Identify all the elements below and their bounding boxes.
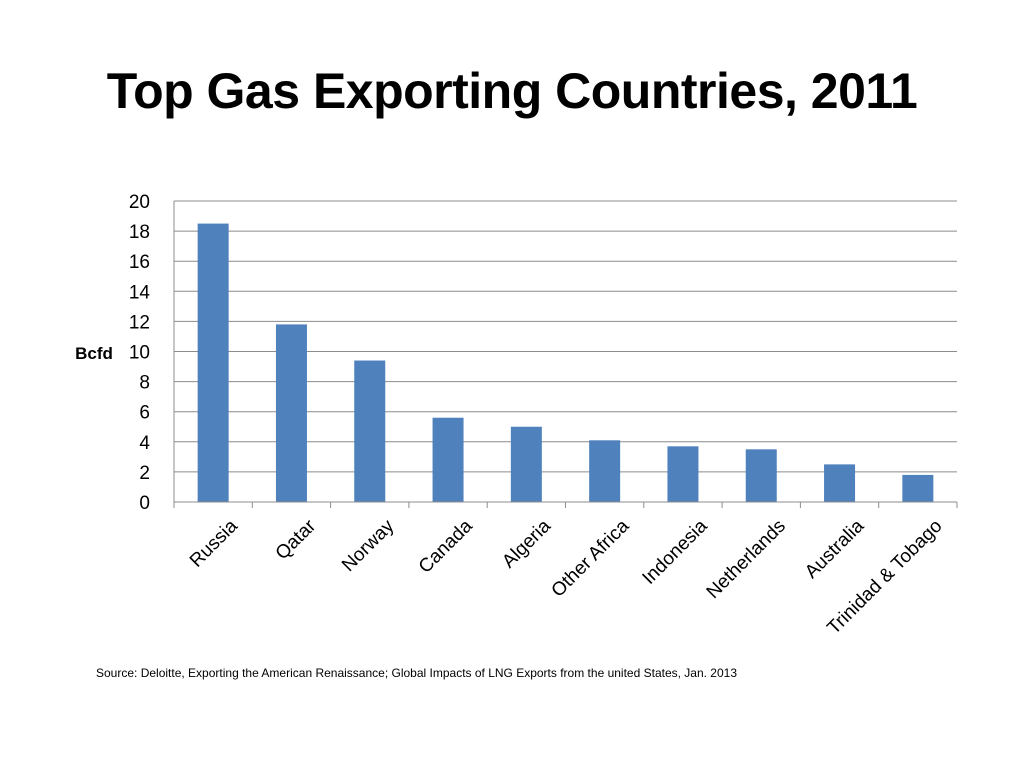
bar-chart: 0 2 4 6 8 10 12 14 16 18 20 Russia Qatar Norway Canad… bbox=[75, 192, 958, 639]
slide-title: Top Gas Exporting Countries, 2011 bbox=[106, 63, 918, 119]
y-tick-label: 10 bbox=[129, 343, 150, 364]
source-note: Source: Deloitte, Exporting the American… bbox=[96, 666, 737, 680]
bar bbox=[589, 440, 621, 502]
bar bbox=[510, 426, 542, 502]
y-axis-ticks: 0 2 4 6 8 10 12 14 16 18 20 bbox=[129, 192, 151, 514]
x-tick-label: Canada bbox=[415, 515, 477, 577]
bar bbox=[902, 474, 934, 502]
bar bbox=[354, 360, 386, 502]
bar bbox=[432, 417, 464, 502]
y-tick-label: 16 bbox=[129, 252, 150, 273]
y-tick-label: 4 bbox=[139, 433, 150, 454]
x-tick-label: Algeria bbox=[498, 515, 555, 572]
x-tick-label: Other Africa bbox=[548, 515, 634, 601]
bar bbox=[667, 446, 699, 502]
y-tick-label: 0 bbox=[139, 493, 150, 514]
x-tick-label: Russia bbox=[186, 515, 242, 571]
y-tick-label: 2 bbox=[139, 463, 150, 484]
bar bbox=[745, 449, 777, 502]
bar bbox=[824, 464, 856, 502]
x-tick-label: Netherlands bbox=[703, 516, 790, 603]
bar bbox=[197, 223, 229, 502]
y-tick-label: 14 bbox=[129, 282, 151, 303]
y-tick-label: 6 bbox=[139, 403, 150, 424]
y-tick-label: 12 bbox=[129, 312, 150, 333]
x-tick-label: Indonesia bbox=[639, 515, 712, 588]
y-tick-label: 18 bbox=[129, 222, 150, 243]
bars bbox=[197, 223, 934, 502]
y-axis-label: Bcfd bbox=[75, 344, 113, 363]
x-axis bbox=[173, 201, 958, 508]
bar bbox=[275, 324, 307, 502]
x-tick-label: Qatar bbox=[272, 515, 321, 564]
x-tick-label: Norway bbox=[338, 515, 399, 576]
y-tick-label: 8 bbox=[139, 373, 150, 394]
x-tick-label: Australia bbox=[801, 515, 868, 582]
y-tick-label: 20 bbox=[129, 192, 150, 213]
